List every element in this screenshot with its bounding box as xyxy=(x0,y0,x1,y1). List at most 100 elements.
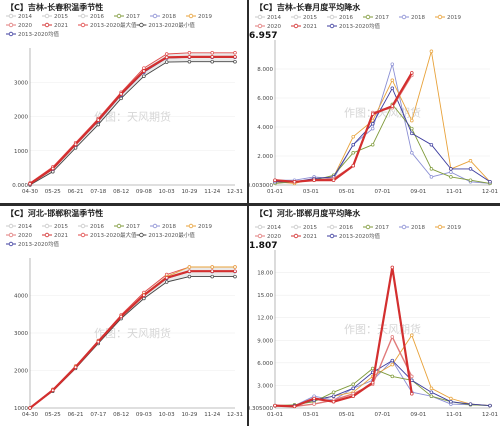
data-point-avg xyxy=(390,86,395,91)
data-point-y2021 xyxy=(390,104,395,108)
x-tick-label: 01-01 xyxy=(267,412,283,418)
legend-entry: 2013-2020均值 xyxy=(339,232,380,240)
y-tick-label: 9.000 xyxy=(257,338,273,344)
data-point-y2021 xyxy=(233,55,237,59)
x-tick-label: 08-12 xyxy=(113,189,129,195)
data-point-y2019 xyxy=(429,49,434,54)
x-tick-label: 10-03 xyxy=(159,189,175,195)
data-point-y2021 xyxy=(96,118,101,122)
y-tick-label: 4000 xyxy=(14,294,28,300)
chart-panel-jilin-precip: 【C】吉林-长春月度平均降水 2014 2015 2016 2017 2018 2019 20… xyxy=(249,0,500,203)
data-point-avg xyxy=(449,399,453,404)
legend-entry: 2013-2020均值 xyxy=(18,30,59,38)
data-point-min xyxy=(142,74,146,78)
data-point-avg xyxy=(410,131,414,136)
data-point-y2021 xyxy=(410,392,414,396)
series-line-avg xyxy=(275,87,491,183)
data-point-avg xyxy=(449,167,453,171)
chart-title: 【C】河北-邯郸月度平均降水 xyxy=(255,208,361,218)
data-point-min xyxy=(187,59,192,64)
legend-marker xyxy=(139,232,144,238)
chart-hebei-precip: 【C】河北-邯郸月度平均降水 2014 2015 2016 2017 2018 2019 20… xyxy=(249,208,498,418)
x-tick-label: 03-01 xyxy=(303,189,319,195)
data-point-avg xyxy=(370,122,375,126)
data-point-y2019 xyxy=(410,118,414,123)
legend-marker xyxy=(44,13,50,19)
data-point-y2019 xyxy=(390,78,395,83)
data-point-y2021 xyxy=(142,293,146,297)
data-point-min xyxy=(210,59,214,64)
data-point-y2017 xyxy=(410,126,414,131)
data-point-y2021 xyxy=(233,269,237,273)
legend-entry: 2014 xyxy=(267,225,281,231)
x-tick-label: 11-01 xyxy=(446,189,462,195)
current-value-label: 1.807 xyxy=(249,241,277,251)
legend-marker xyxy=(8,232,14,238)
x-tick-label: 05-01 xyxy=(339,412,355,418)
legend-entry: 2017 xyxy=(375,15,389,21)
legend-marker xyxy=(257,224,263,230)
data-point-y2021 xyxy=(119,92,123,96)
data-point-min xyxy=(119,96,123,101)
data-point-y2021 xyxy=(96,339,101,344)
legend-marker xyxy=(293,23,299,29)
y-tick-label: 15.00 xyxy=(257,293,273,299)
legend-entry: 2015 xyxy=(303,225,317,231)
data-point-y2021 xyxy=(312,396,316,401)
legend-marker xyxy=(401,224,407,230)
y-tick-label: 1000 xyxy=(14,149,28,155)
data-point-y2021 xyxy=(273,178,277,182)
data-point-avg xyxy=(488,180,492,184)
legend-marker xyxy=(80,22,86,28)
legend-marker xyxy=(188,13,194,19)
current-value-label: 6.957 xyxy=(249,31,277,41)
legend-entry: 2013-2020最小值 xyxy=(148,231,195,239)
data-point-y2019 xyxy=(390,362,395,367)
x-tick-label: 11-24 xyxy=(204,189,220,195)
data-point-y2021 xyxy=(351,163,355,168)
legend-marker xyxy=(188,223,194,229)
y-tick-label: 12.00 xyxy=(257,316,273,322)
data-point-avg xyxy=(468,402,473,406)
x-tick-label: 12-31 xyxy=(227,412,243,418)
data-point-y2019 xyxy=(410,333,414,338)
x-tick-label: 12-01 xyxy=(482,189,498,195)
legend-marker xyxy=(329,23,335,29)
data-point-y2019 xyxy=(449,396,453,401)
legend-entry: 2021 xyxy=(303,24,317,30)
legend-marker xyxy=(8,241,14,247)
x-tick-label: 09-08 xyxy=(136,189,152,195)
legend-marker xyxy=(80,223,86,229)
legend-entry: 2017 xyxy=(126,224,140,230)
data-point-y2020 xyxy=(390,335,395,339)
data-point-y2021 xyxy=(331,399,336,404)
legend-marker xyxy=(365,14,371,20)
data-point-min xyxy=(233,59,237,64)
data-point-y2021 xyxy=(28,406,32,410)
series-line-y2018 xyxy=(275,63,491,184)
legend-marker xyxy=(257,233,263,239)
legend-marker xyxy=(80,232,86,238)
legend-entry: 2013-2020最大值 xyxy=(90,21,137,29)
data-point-max xyxy=(142,66,146,70)
series-line-avg xyxy=(275,360,491,407)
x-tick-label: 11-24 xyxy=(204,412,220,418)
data-point-y2018 xyxy=(410,151,414,155)
x-tick-label: 05-25 xyxy=(45,189,61,195)
x-tick-label: 07-17 xyxy=(90,412,106,418)
chart-panel-hebei-precip: 【C】河北-邯郸月度平均降水 2014 2015 2016 2017 2018 2019 20… xyxy=(249,206,500,426)
y-tick-label: 4.000 xyxy=(257,125,273,131)
legend-entry: 2014 xyxy=(267,15,281,21)
data-point-y2021 xyxy=(210,269,214,273)
legend-marker xyxy=(8,13,14,19)
data-point-y2021 xyxy=(187,269,192,273)
data-point-y2017 xyxy=(370,142,375,147)
legend-entry: 2021 xyxy=(303,234,317,240)
data-point-y2018 xyxy=(429,175,434,179)
data-point-y2021 xyxy=(28,182,32,186)
x-tick-label: 12-31 xyxy=(227,189,243,195)
data-point-y2021 xyxy=(187,55,192,59)
data-point-min xyxy=(233,274,237,279)
legend-entry: 2016 xyxy=(339,15,353,21)
x-tick-label: 05-01 xyxy=(339,189,355,195)
